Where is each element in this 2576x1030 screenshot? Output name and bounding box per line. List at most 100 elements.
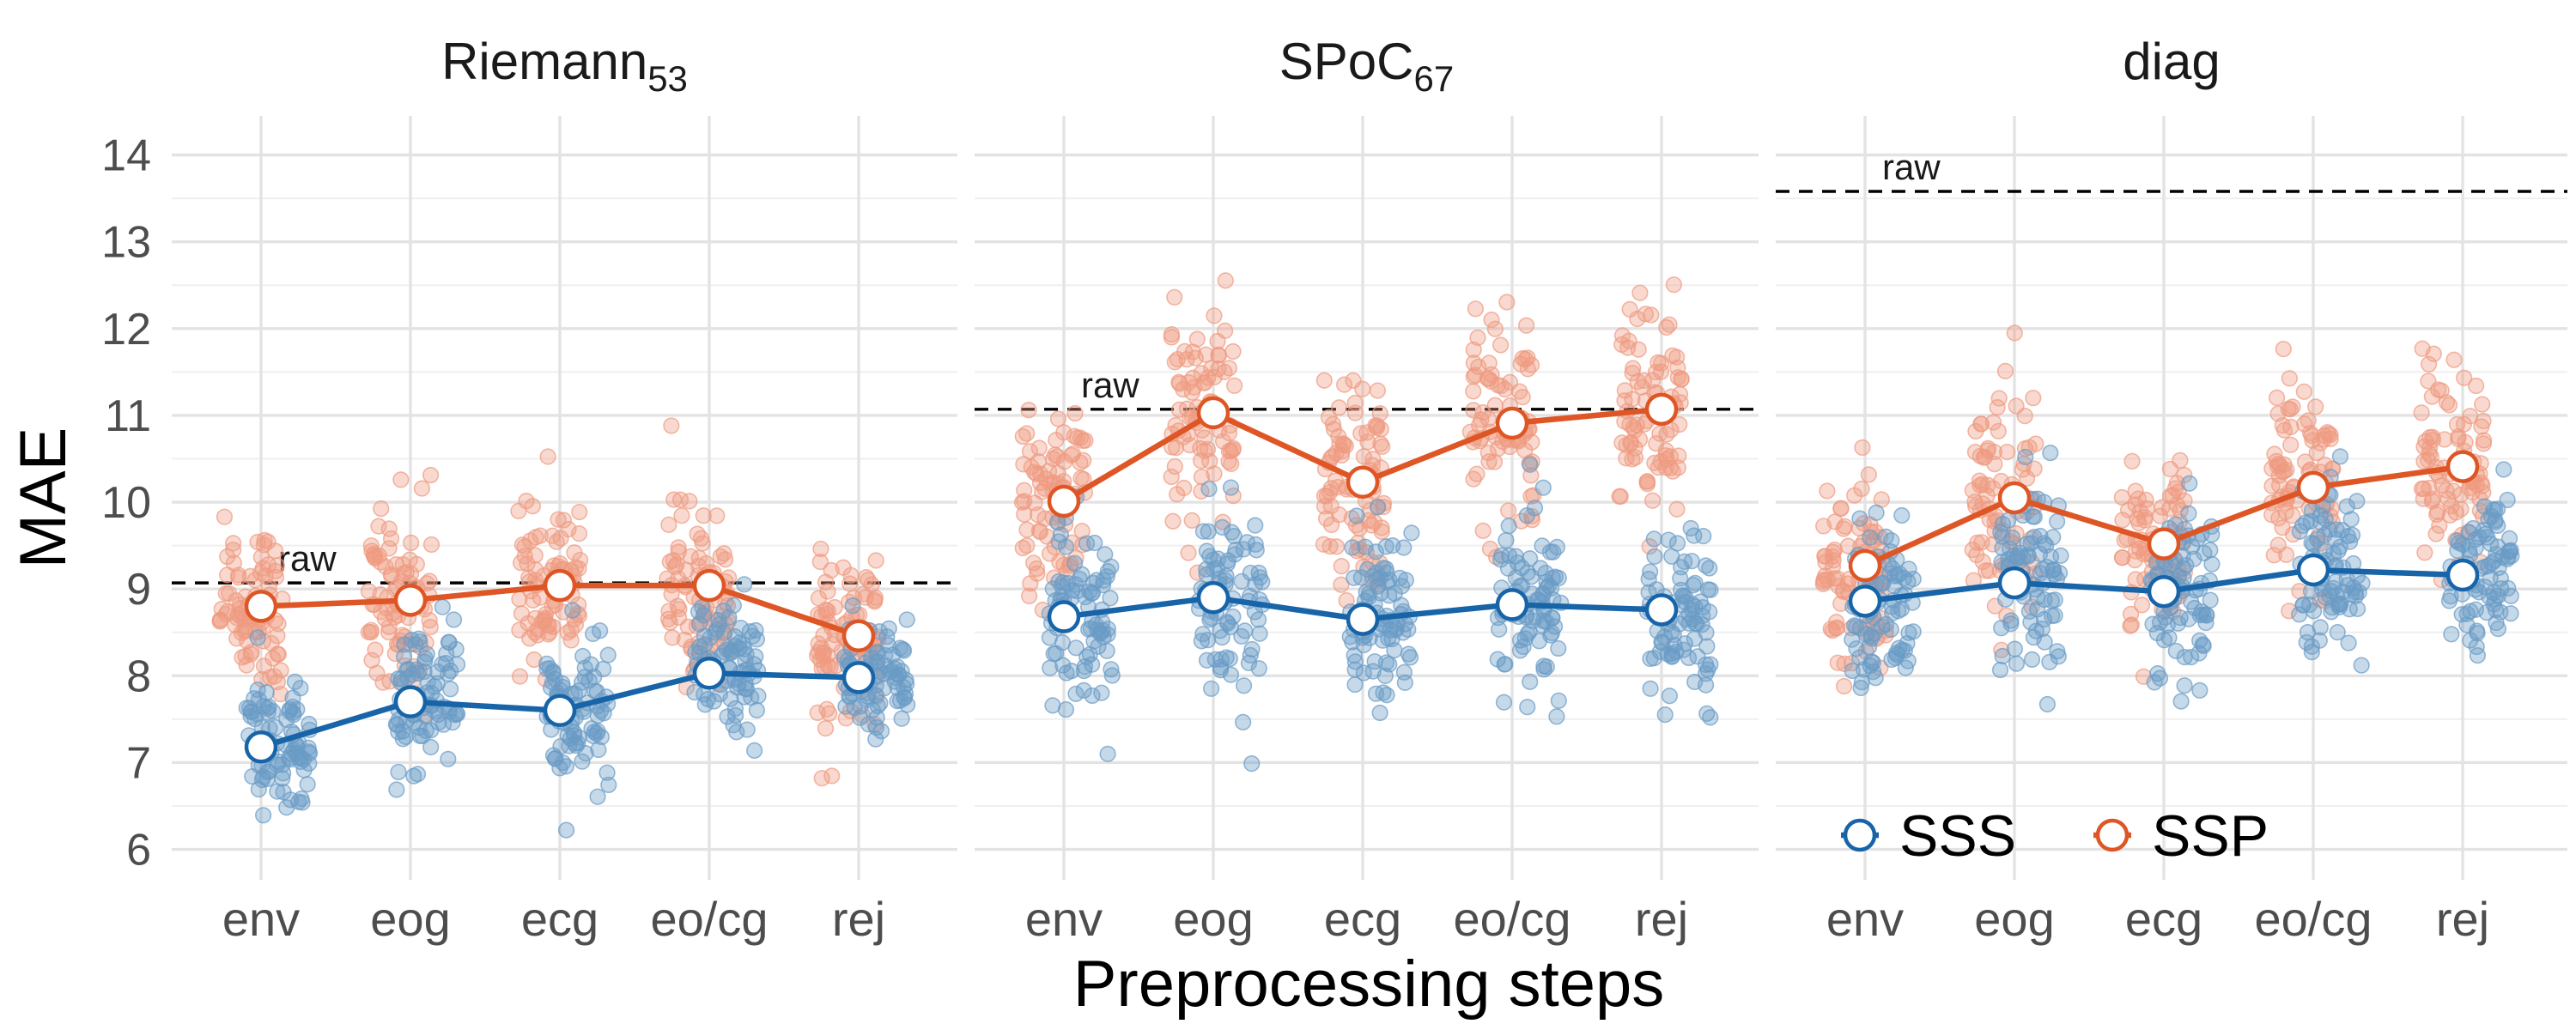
data-point: [213, 601, 230, 618]
data-point: [1855, 661, 1873, 678]
y-tick-label: 12: [101, 305, 151, 354]
data-point: [2476, 558, 2494, 576]
data-point: [895, 679, 912, 696]
data-point: [510, 502, 527, 519]
data-point: [695, 507, 712, 524]
data-point: [1163, 325, 1181, 343]
data-point: [2436, 431, 2453, 448]
x-tick-label: eo/cg: [2255, 892, 2372, 946]
data-point: [1217, 322, 1234, 339]
data-point: [813, 770, 830, 787]
y-tick-label: 9: [126, 565, 151, 615]
data-point: [1492, 336, 1510, 354]
data-point: [1217, 272, 1234, 289]
data-point: [2022, 614, 2039, 631]
data-point: [823, 635, 841, 652]
data-point: [1978, 562, 1995, 579]
data-point: [403, 534, 420, 552]
data-point: [388, 781, 405, 798]
data-point: [851, 709, 869, 726]
data-point: [286, 673, 304, 690]
data-point: [1102, 590, 1119, 607]
data-point: [868, 644, 885, 661]
data-point: [394, 723, 411, 740]
data-point: [2329, 624, 2346, 641]
data-point: [1500, 518, 1517, 535]
data-point: [1206, 368, 1223, 386]
data-point: [2176, 677, 2193, 694]
data-point: [1183, 384, 1200, 401]
data-point: [2122, 617, 2139, 634]
data-point: [1993, 641, 2010, 658]
data-point: [1198, 566, 1215, 583]
data-point: [2025, 390, 2042, 407]
mean-point-ssp: [1644, 392, 1679, 427]
data-point: [1169, 486, 1186, 503]
data-point: [520, 569, 538, 586]
data-point: [1698, 665, 1715, 682]
data-point: [2420, 355, 2438, 373]
data-point: [1479, 410, 1497, 427]
mean-point-sss: [1047, 600, 1081, 633]
data-point: [1990, 422, 2007, 439]
data-point: [1824, 558, 1842, 575]
data-point: [2464, 519, 2482, 537]
data-point: [418, 645, 435, 663]
data-point: [2291, 606, 2308, 623]
data-point: [1325, 421, 1343, 438]
data-point: [2006, 324, 2023, 342]
data-point: [529, 621, 546, 638]
data-point: [390, 763, 407, 781]
data-point: [809, 704, 826, 722]
data-point: [1330, 399, 1348, 416]
data-point: [1315, 372, 1333, 389]
data-point: [272, 686, 289, 703]
data-point: [1497, 381, 1514, 398]
x-tick-label: eo/cg: [651, 892, 769, 946]
data-point: [2123, 452, 2141, 470]
x-tick-label: rej: [1635, 892, 1688, 946]
mean-point-sss: [2445, 558, 2480, 592]
data-point: [441, 681, 459, 698]
y-tick-label: 7: [126, 738, 151, 788]
data-point: [1528, 609, 1545, 626]
data-point: [2333, 521, 2351, 539]
data-point: [2502, 587, 2519, 605]
data-point: [1099, 745, 1116, 762]
mean-point-sss: [2147, 574, 2181, 609]
data-point: [422, 618, 439, 636]
data-point: [2284, 398, 2301, 415]
data-point: [1658, 318, 1675, 336]
mean-point-sss: [543, 694, 577, 728]
data-point: [2347, 587, 2365, 604]
data-point: [1013, 494, 1031, 511]
data-point: [1166, 288, 1183, 306]
data-point: [2340, 634, 2357, 651]
data-point: [2311, 632, 2328, 649]
data-point: [1236, 622, 1254, 639]
data-point: [2176, 648, 2193, 666]
data-point: [1851, 510, 1868, 527]
data-point: [1346, 404, 1364, 421]
data-point: [1522, 456, 1539, 473]
data-point: [732, 619, 750, 637]
data-point: [1226, 377, 1243, 394]
data-point: [725, 597, 742, 615]
data-point: [1689, 648, 1706, 665]
data-point: [1979, 476, 1996, 494]
data-point: [2469, 647, 2487, 664]
data-point: [1373, 519, 1390, 536]
data-point: [2281, 401, 2299, 418]
data-point: [2269, 389, 2286, 406]
data-point: [1371, 704, 1388, 722]
data-point: [2296, 453, 2314, 470]
data-point: [1355, 664, 1372, 682]
data-point: [360, 623, 378, 641]
data-point: [1646, 454, 1663, 471]
mean-point-sss: [1848, 585, 1882, 618]
facet-panel: Riemann53 raw env eog ecg eo/cg rej: [172, 33, 957, 946]
data-point: [577, 744, 594, 762]
data-point: [525, 591, 542, 609]
mean-point-ssp: [1495, 406, 1529, 440]
data-point: [1235, 713, 1252, 730]
